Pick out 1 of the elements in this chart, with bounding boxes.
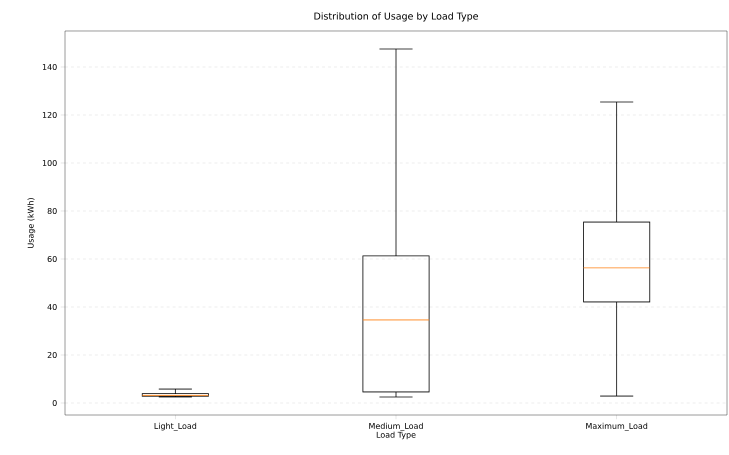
chart-title: Distribution of Usage by Load Type xyxy=(314,12,478,22)
